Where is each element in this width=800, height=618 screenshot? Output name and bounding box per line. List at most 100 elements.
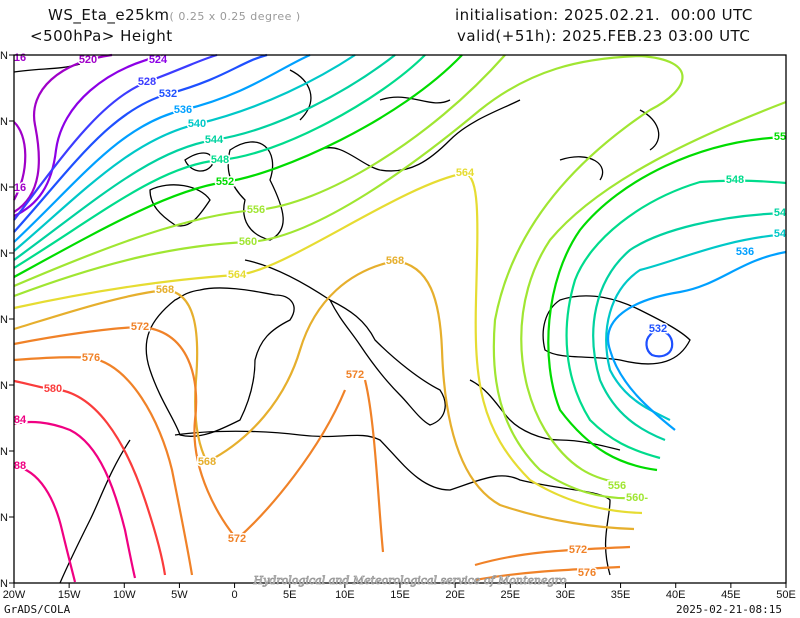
- lon-label: 30E: [556, 589, 576, 601]
- contour-label-556: 556: [608, 480, 626, 492]
- contour-label-568: 568: [198, 456, 216, 468]
- contour-label-548: 548: [726, 174, 744, 186]
- contour-548: [565, 179, 787, 460]
- contour-576: [13, 356, 194, 576]
- contour-label-576: 576: [578, 567, 596, 579]
- contour-label-552: 552: [216, 176, 234, 188]
- lat-label: N: [0, 116, 8, 128]
- lon-label: 25E: [500, 589, 520, 601]
- contour-label-516: 16: [14, 182, 26, 194]
- contour-560: [13, 54, 684, 500]
- contour-524: [13, 53, 166, 217]
- contour-label-520: 520: [79, 54, 97, 66]
- contour-label-540: 540: [188, 118, 206, 130]
- contour-544: [13, 54, 396, 261]
- contour-label-576: 576: [82, 352, 100, 364]
- contour-540: [605, 232, 787, 421]
- lon-label: 20W: [3, 589, 26, 601]
- contour-536: [607, 250, 787, 431]
- lon-label: 20E: [445, 589, 465, 601]
- contour-label-556: 556: [247, 204, 265, 216]
- contour-label-544: 544: [205, 134, 224, 146]
- contour-label-588: 88: [14, 460, 26, 472]
- contour-label-532: 532: [159, 88, 177, 100]
- contour-label-572: 572: [346, 369, 364, 381]
- lat-label: N: [0, 380, 8, 392]
- contour-544: [592, 211, 787, 442]
- contour-556: [520, 100, 787, 484]
- lat-label: N: [0, 182, 8, 194]
- lat-label: N: [0, 446, 8, 458]
- axis-ticks: 20W 15W 10W 5W 0 5E 10E 15E 20E 25E 30E 35E 40E 45E 50…: [0, 50, 796, 601]
- contour-label-572: 572: [569, 544, 587, 556]
- contour-label-524: 524: [149, 54, 168, 66]
- contour-588: [13, 464, 77, 583]
- contour-552: [13, 54, 463, 278]
- contour-536: [13, 53, 311, 243]
- contour-576: [474, 565, 621, 582]
- contour-label-516: 16: [14, 52, 26, 64]
- contour-label-568: 568: [156, 284, 174, 296]
- lon-label: 0: [232, 589, 238, 601]
- contour-label-564: 564: [228, 269, 247, 281]
- contour-label-572: 572: [228, 533, 246, 545]
- contour-label-564: 564: [456, 167, 475, 179]
- contour-label-540: 54: [774, 228, 787, 240]
- software-credit: GrADS/COLA: [4, 603, 71, 616]
- contour-548: [13, 54, 426, 269]
- contour-label-552: 55: [774, 131, 786, 143]
- contour-572: [13, 325, 385, 553]
- contour-lines: [13, 53, 787, 583]
- contour-580: [13, 379, 167, 576]
- lat-label: N: [0, 512, 8, 524]
- model-title: WS_Eta_e25km( 0.25 x 0.25 degree ): [48, 6, 301, 24]
- lon-label: 15W: [58, 589, 81, 601]
- resolution-note: ( 0.25 x 0.25 degree ): [169, 10, 301, 23]
- init-time: initialisation: 2025.02.21. 00:00 UTC: [455, 6, 753, 24]
- lat-label: N: [0, 578, 8, 590]
- lon-label: 5E: [283, 589, 296, 601]
- lon-label: 45E: [721, 589, 741, 601]
- contour-552: [547, 135, 787, 472]
- contour-label-536: 536: [736, 246, 754, 258]
- lon-label: 40E: [666, 589, 686, 601]
- contour-532: [13, 53, 268, 233]
- contour-label-560: 560-: [626, 492, 648, 504]
- contour-label-536: 536: [174, 104, 192, 116]
- watermark: Hydrological and Meteorological service …: [253, 574, 567, 587]
- lat-label: N: [0, 248, 8, 260]
- contour-516: [13, 121, 27, 201]
- contour-label-560: 560: [239, 236, 257, 248]
- contour-556: [13, 54, 506, 288]
- lon-label: 10E: [335, 589, 355, 601]
- contour-label-544: 54: [774, 207, 787, 219]
- render-timestamp: 2025-02-21-08:15: [676, 603, 782, 616]
- contour-564: [13, 171, 643, 515]
- contour-label-548: 548: [211, 154, 229, 166]
- lon-label: 15E: [390, 589, 410, 601]
- lon-label: 35E: [611, 589, 631, 601]
- contour-568: [13, 259, 635, 531]
- coastlines: [13, 63, 691, 584]
- contour-528: [13, 53, 218, 221]
- contour-540: [13, 54, 356, 252]
- field-title: <500hPa> Height: [30, 27, 173, 45]
- contour-label-528: 528: [138, 76, 156, 88]
- contour-label-580: 580: [44, 383, 62, 395]
- contour-520: [13, 53, 113, 213]
- lat-label: N: [0, 50, 8, 62]
- lat-label: N: [0, 314, 8, 326]
- contour-label-532: 532: [649, 323, 667, 335]
- contour-label-568: 568: [386, 255, 404, 267]
- valid-time: valid(+51h): 2025.FEB.23 03:00 UTC: [457, 27, 751, 45]
- lon-label: 5W: [171, 589, 188, 601]
- contour-584: [13, 420, 137, 579]
- lon-label: 50E: [776, 589, 796, 601]
- contour-label-572: 572: [131, 321, 149, 333]
- contour-label-584: 84: [14, 414, 27, 426]
- lon-label: 10W: [113, 589, 136, 601]
- contour-532: [645, 329, 674, 358]
- model-name: WS_Eta_e25km: [48, 6, 170, 24]
